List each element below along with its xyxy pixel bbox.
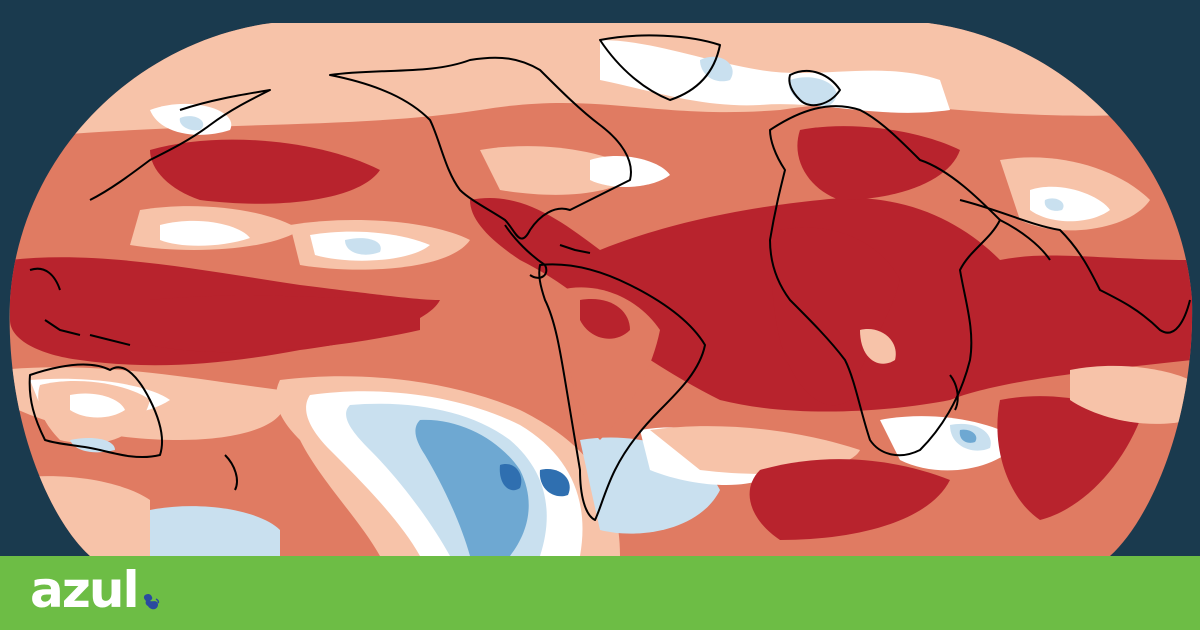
globe-icon bbox=[143, 593, 159, 610]
logo-text: azul bbox=[30, 561, 140, 619]
coastlines bbox=[28, 34, 1191, 521]
map-canvas bbox=[9, 23, 1193, 556]
temperature-anomaly-map bbox=[9, 23, 1193, 556]
azul-logo[interactable]: azul bbox=[30, 556, 162, 630]
map-fill bbox=[9, 23, 1193, 556]
brand-bar: azul bbox=[0, 556, 1200, 630]
